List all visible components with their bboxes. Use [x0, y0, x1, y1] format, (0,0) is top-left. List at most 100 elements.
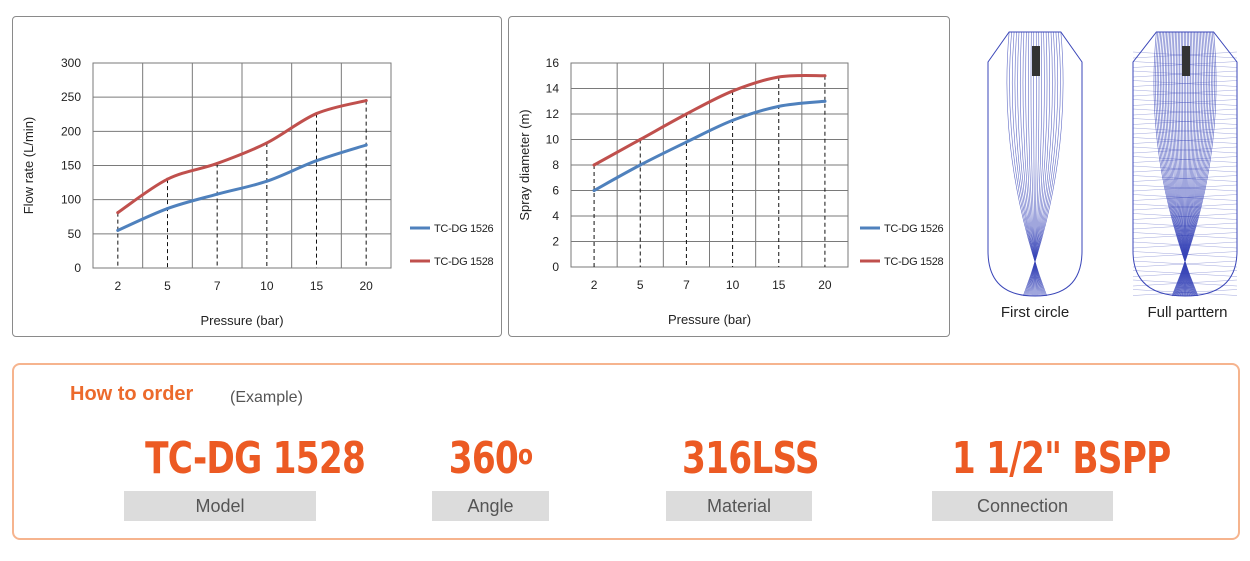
first-circle-pattern-image: [987, 31, 1083, 297]
order-angle-value-wrap: 360o: [445, 433, 536, 485]
series-line-2: [116, 99, 368, 215]
data-point: [823, 99, 827, 103]
order-connection-value: 1 1/2" BSPP: [951, 433, 1171, 484]
y-axis-title: Flow rate (L/min): [21, 117, 36, 215]
y-tick-label: 50: [68, 227, 82, 241]
spray-line: [1132, 146, 1238, 154]
full-pattern-image: [1132, 31, 1238, 297]
x-tick-label: 2: [114, 279, 121, 293]
legend-entry: TC-DG 1526: [884, 223, 944, 235]
data-point: [116, 228, 120, 232]
legend-entry: TC-DG 1528: [884, 256, 944, 268]
data-point: [265, 179, 269, 183]
y-tick-label: 150: [61, 159, 81, 173]
spray-line: [1132, 156, 1238, 163]
spray-line: [1132, 99, 1238, 106]
order-model-label: Model: [124, 491, 316, 521]
spray-line: [1006, 31, 1048, 297]
order-model-value: TC-DG 1528: [145, 433, 366, 484]
y-tick-label: 250: [61, 90, 81, 104]
data-point: [777, 75, 781, 79]
spray-line: [1132, 232, 1238, 239]
spray-line: [1132, 137, 1238, 144]
data-point: [592, 189, 596, 192]
spray-line: [1132, 222, 1238, 230]
spray-line: [1132, 194, 1238, 201]
data-point: [731, 89, 735, 93]
order-model: TC-DG 1528 Model: [124, 433, 366, 521]
series-line-2: [592, 74, 827, 167]
how-to-order-box: How to order (Example) TC-DG 1528 Model …: [12, 363, 1240, 540]
spray-line: [1171, 31, 1217, 297]
data-point: [777, 104, 781, 108]
full-pattern-label: Full parttern: [1147, 304, 1228, 321]
x-tick-label: 2: [591, 278, 598, 292]
x-tick-label: 7: [683, 278, 690, 292]
data-point: [364, 99, 368, 103]
y-tick-label: 4: [552, 209, 559, 223]
x-tick-label: 15: [772, 278, 786, 292]
nozzle-icon: [1032, 46, 1040, 76]
x-tick-label: 20: [818, 278, 832, 292]
data-point: [166, 207, 169, 211]
x-tick-label: 7: [214, 279, 221, 293]
y-tick-label: 14: [546, 82, 560, 96]
spray-lines: [1132, 31, 1238, 297]
data-point: [638, 138, 642, 141]
y-tick-label: 12: [546, 107, 560, 121]
order-angle: 360o Angle: [432, 433, 549, 521]
y-tick-label: 8: [552, 158, 559, 172]
order-connection-label: Connection: [932, 491, 1113, 521]
y-tick-label: 2: [552, 235, 559, 249]
y-tick-label: 100: [61, 193, 81, 207]
data-point: [315, 159, 318, 163]
legend-entry: TC-DG 1526: [434, 223, 494, 235]
x-tick-label: 5: [637, 278, 644, 292]
y-axis-title: Spray diameter (m): [517, 109, 532, 220]
y-tick-label: 0: [552, 260, 559, 274]
spray-line: [1022, 31, 1064, 297]
legend-entry: TC-DG 1528: [434, 256, 494, 268]
flow-rate-chart-svg: 0 50 100 150 200 250 300 2 5 7 10 15 20 Pressure (bar…: [21, 56, 494, 328]
spray-diameter-chart: 0 2 4 6 8 10 12 14 16 2 5 7 10 15 20 Pressure (bar) Spra…: [508, 16, 950, 337]
data-point: [592, 163, 596, 167]
spray-line: [1132, 279, 1238, 287]
spray-line: [1132, 118, 1238, 125]
data-point: [684, 140, 688, 144]
data-point: [823, 74, 827, 78]
spray-outline: [987, 31, 1083, 297]
spray-outline: [1132, 31, 1238, 297]
series-line-1: [116, 143, 368, 232]
data-point: [116, 211, 120, 215]
spray-line: [1132, 213, 1238, 220]
data-point: [731, 118, 735, 122]
data-point: [684, 112, 688, 116]
x-tick-label: 10: [726, 278, 740, 292]
order-angle-value: 360: [448, 433, 519, 484]
x-axis-title: Pressure (bar): [200, 313, 283, 328]
spray-diameter-chart-svg: 0 2 4 6 8 10 12 14 16 2 5 7 10 15 20 Pressure (bar) Spra…: [517, 56, 944, 327]
spray-line: [1132, 175, 1238, 182]
spray-lines: [1006, 31, 1064, 297]
spray-line: [1132, 203, 1238, 211]
spray-line: [1132, 251, 1238, 258]
spray-line: [1132, 184, 1238, 192]
spray-line: [1132, 80, 1238, 87]
spray-line: [1132, 108, 1238, 116]
data-point: [166, 177, 169, 181]
order-connection: 1 1/2" BSPP Connection: [932, 433, 1171, 521]
first-circle-label: First circle: [1000, 304, 1070, 321]
nozzle-icon: [1182, 46, 1190, 76]
data-point: [315, 112, 318, 116]
data-point: [364, 143, 368, 147]
order-material-label: Material: [666, 491, 812, 521]
how-to-order-subtitle: (Example): [230, 389, 303, 406]
y-tick-label: 6: [552, 184, 559, 198]
data-point: [215, 161, 219, 165]
x-axis-title: Pressure (bar): [668, 312, 751, 327]
y-tick-label: 200: [61, 124, 81, 138]
degree-symbol: o: [518, 438, 533, 471]
spray-line: [1132, 165, 1238, 173]
data-point: [215, 192, 219, 196]
y-tick-label: 10: [546, 133, 560, 147]
